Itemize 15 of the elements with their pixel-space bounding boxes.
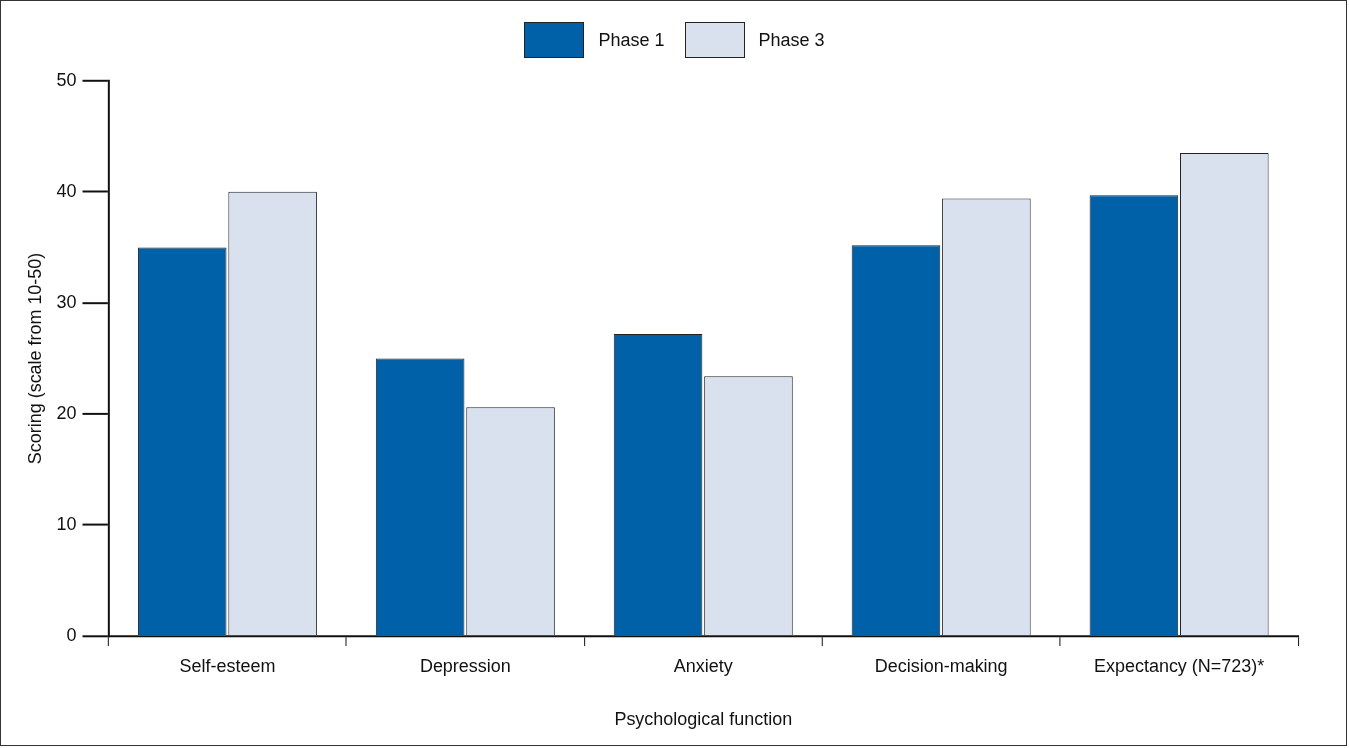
legend-label: Phase 1 bbox=[598, 29, 665, 51]
y-tick-label: 50 bbox=[56, 69, 77, 90]
x-tick-label: Depression bbox=[419, 655, 511, 676]
x-tick-label: Self-esteem bbox=[179, 655, 276, 676]
x-tick-label: Decision-making bbox=[874, 655, 1008, 676]
y-tick-label: 10 bbox=[56, 514, 77, 534]
x-tick-label: Expectancy (N=723)* bbox=[1093, 655, 1265, 676]
y-tick-label: 30 bbox=[56, 291, 77, 312]
y-tick-label: 0 bbox=[66, 625, 77, 646]
x-tick-label: Anxiety bbox=[673, 655, 733, 676]
x-axis-title: Psychological function bbox=[614, 709, 793, 730]
y-tick-label: 20 bbox=[56, 402, 77, 423]
legend-label: Phase 3 bbox=[758, 29, 825, 51]
y-axis-title: Scoring (scale from 10-50) bbox=[24, 252, 45, 465]
y-tick-label: 40 bbox=[56, 180, 77, 201]
